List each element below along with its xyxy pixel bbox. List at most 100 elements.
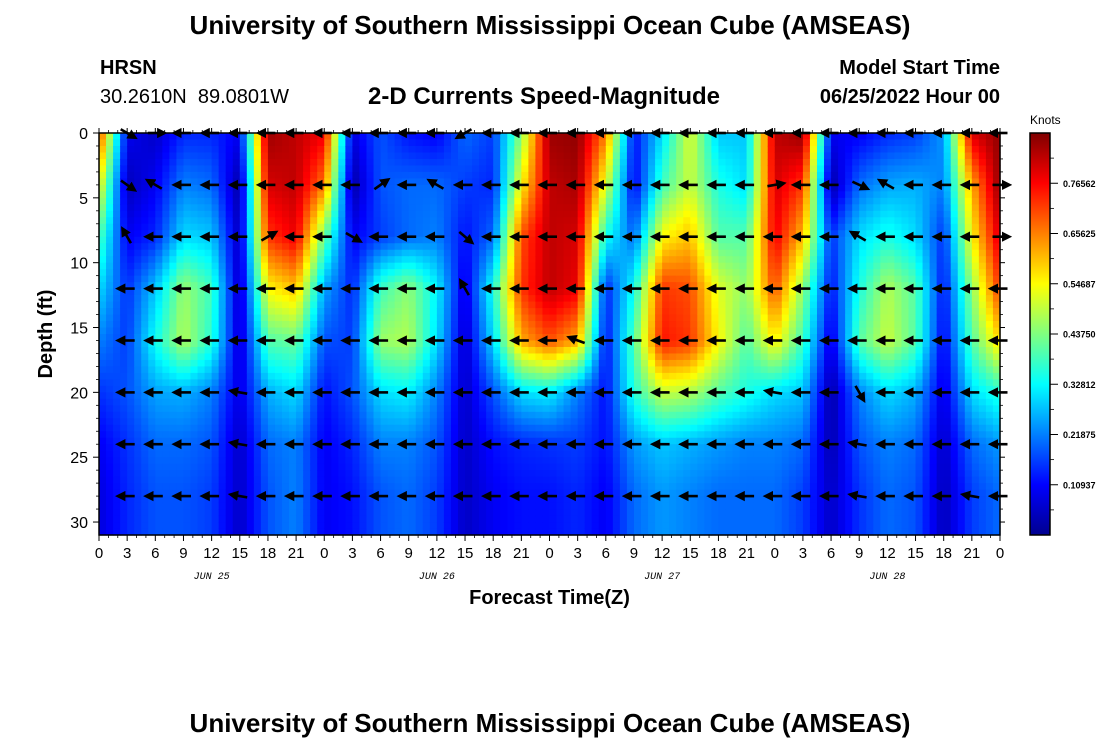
heatmap-cell [443,359,452,368]
heatmap-cell [99,327,107,335]
heatmap-cell [190,282,199,290]
heatmap-cell [148,509,156,517]
heatmap-cell [197,496,206,504]
heatmap-cell [486,398,494,406]
heatmap-cell [310,457,318,465]
heatmap-cell [239,372,248,380]
heatmap-cell [260,405,269,413]
heatmap-cell [605,392,614,400]
heatmap-cell [584,243,593,251]
heatmap-cell [450,308,459,316]
heatmap-cell [310,379,318,387]
heatmap-cell [500,223,508,231]
heatmap-cell [450,353,459,361]
heatmap-cell [289,275,297,283]
heatmap-cell [486,450,494,458]
heatmap-cell [542,424,551,432]
heatmap-cell [394,366,403,374]
heatmap-cell [436,502,445,510]
heatmap-cell [457,275,466,283]
heatmap-cell [99,463,107,471]
heatmap-cell [521,165,529,173]
heatmap-cell [296,197,304,205]
heatmap-cell [253,398,262,406]
heatmap-cell [366,256,375,264]
heatmap-cell [563,308,572,316]
heatmap-cell [253,139,262,147]
heatmap-cell [380,204,389,212]
heatmap-cell [197,191,206,199]
heatmap-cell [591,398,600,406]
heatmap-cell [528,470,537,478]
heatmap-cell [162,145,170,154]
heatmap-cell [324,398,332,406]
heatmap-cell [584,424,593,432]
heatmap-cell [507,470,515,478]
heatmap-cell [591,223,600,231]
heatmap-cell [155,450,163,458]
heatmap-cell [436,528,445,536]
heatmap-cell [535,314,544,322]
heatmap-cell [450,398,459,406]
heatmap-cell [338,483,346,491]
heatmap-cell [450,359,459,368]
heatmap-cell [296,366,304,374]
heatmap-cell [542,522,551,530]
heatmap-cell [225,243,234,251]
heatmap-cell [450,243,459,251]
heatmap-cell [528,392,537,400]
heatmap-cell [633,457,642,465]
heatmap-cell [605,457,614,465]
heatmap-cell [267,476,276,484]
heatmap-cell [274,353,283,361]
heatmap-cell [633,301,642,309]
heatmap-cell [598,502,607,510]
heatmap-cell [267,288,276,296]
heatmap-cell [648,236,656,244]
heatmap-cell [106,502,114,510]
heatmap-cell [183,314,192,322]
heatmap-cell [274,308,283,316]
heatmap-cell [211,301,220,309]
heatmap-cell [556,528,565,536]
heatmap-cell [106,398,114,406]
heatmap-cell [345,418,354,426]
heatmap-cell [373,217,382,225]
heatmap-cell [415,424,424,432]
heatmap-cell [429,372,438,380]
heatmap-cell [106,184,114,192]
heatmap-cell [99,256,107,264]
heatmap-cell [479,502,487,510]
heatmap-cell [253,522,262,530]
heatmap-cell [127,444,135,452]
heatmap-cell [232,431,241,439]
heatmap-cell [303,171,311,179]
heatmap-cell [486,327,494,335]
heatmap-cell [253,496,262,504]
heatmap-cell [331,379,339,387]
heatmap-cell [450,275,459,283]
heatmap-cell [500,411,508,419]
heatmap-cell [472,476,480,484]
heatmap-cell [619,269,628,277]
heatmap-cell [450,145,459,154]
heatmap-cell [472,308,480,316]
heatmap-cell [641,158,649,167]
heatmap-cell [479,243,487,251]
heatmap-cell [479,489,487,497]
heatmap-cell [619,314,628,322]
heatmap-cell [500,405,508,413]
heatmap-cell [352,346,361,355]
heatmap-cell [197,243,206,251]
heatmap-cell [577,301,586,309]
heatmap-cell [556,366,565,374]
heatmap-cell [155,334,163,342]
heatmap-cell [331,184,339,192]
heatmap-cell [260,262,269,270]
heatmap-cell [169,522,178,530]
heatmap-cell [415,411,424,419]
heatmap-cell [169,372,178,380]
heatmap-cell [267,165,276,173]
heatmap-cell [218,262,227,270]
heatmap-cell [239,249,248,257]
